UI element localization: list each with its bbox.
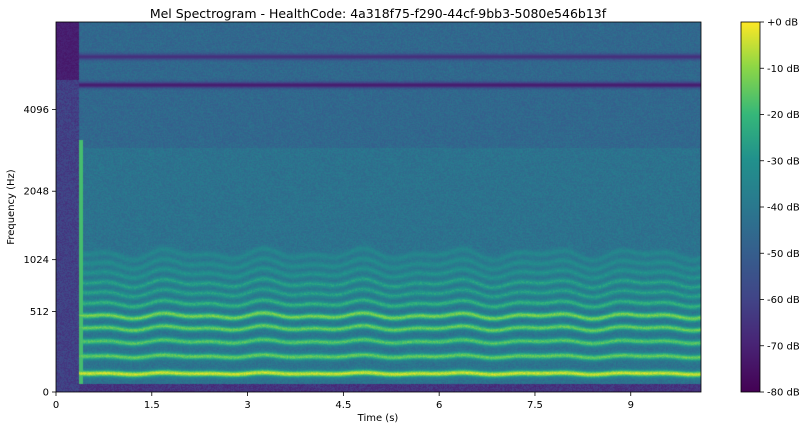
plot-frame: [55, 21, 702, 393]
colorbar-tick-label: -10 dB: [767, 64, 800, 75]
colorbar-tick-label: -30 dB: [767, 156, 800, 167]
x-axis-label: Time (s): [357, 413, 399, 424]
x-tick-label: 6: [436, 400, 442, 411]
y-tick-label: 4096: [24, 105, 49, 116]
x-tick-label: 7.5: [527, 400, 543, 411]
colorbar-tick-label: -50 dB: [767, 249, 800, 260]
x-tick-label: 0: [53, 400, 59, 411]
y-tick-label: 0: [43, 388, 49, 399]
colorbar-gradient: [740, 21, 761, 393]
colorbar-tick-label: -20 dB: [767, 110, 800, 121]
y-tick-label: 1024: [24, 255, 49, 266]
colorbar-tick-label: +0 dB: [767, 18, 798, 29]
x-tick-label: 9: [628, 400, 634, 411]
colorbar-tick-label: -60 dB: [767, 295, 800, 306]
y-tick-label: 512: [30, 307, 49, 318]
colorbar-tick-label: -80 dB: [767, 388, 800, 399]
y-axis-label: Frequency (Hz): [6, 169, 17, 245]
colorbar-ticks: +0 dB -10 dB -20 dB -30 dB -40 dB -50 dB -60 d…: [760, 18, 800, 399]
y-axis: 0 512 1024 2048 4096: [24, 105, 56, 399]
x-axis: 0 1.5 3 4.5 6 7.5 9: [53, 392, 634, 411]
spectrogram-image: [56, 22, 701, 392]
y-tick-label: 2048: [24, 187, 49, 198]
x-tick-label: 3: [244, 400, 250, 411]
plot-area: [55, 21, 702, 393]
colorbar: +0 dB -10 dB -20 dB -30 dB -40 dB -50 dB -60 d…: [740, 18, 800, 399]
colorbar-tick-label: -70 dB: [767, 341, 800, 352]
x-tick-label: 1.5: [144, 400, 160, 411]
chart-title: Mel Spectrogram - HealthCode: 4a318f75-f…: [150, 6, 607, 21]
x-tick-label: 4.5: [335, 400, 351, 411]
colorbar-tick-label: -40 dB: [767, 203, 800, 214]
